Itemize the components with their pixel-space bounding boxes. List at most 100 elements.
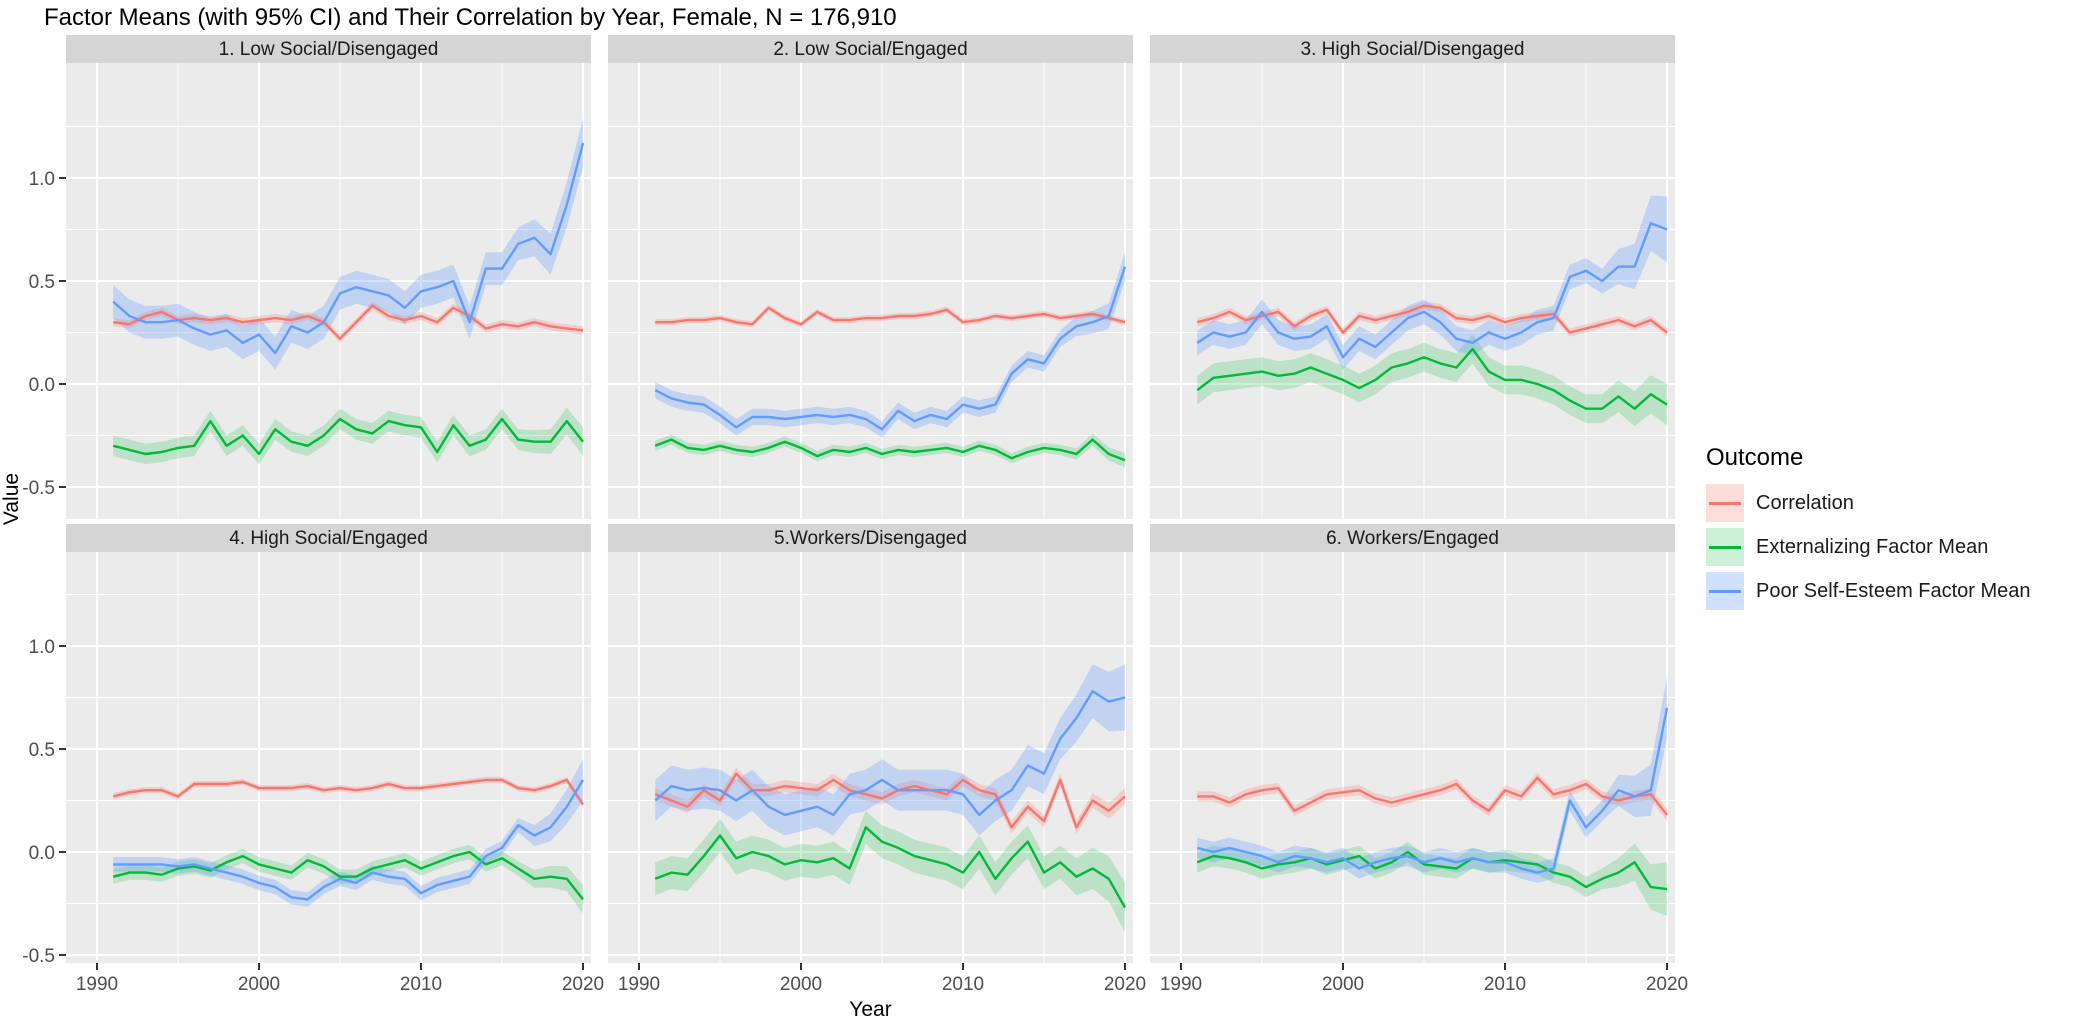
externalizing-line [1196, 850, 1668, 891]
correlation-line [655, 306, 1126, 326]
facet-strip-label: 4. High Social/Engaged [229, 528, 428, 549]
legend-title: Outcome [1706, 444, 1804, 471]
gridlines [66, 552, 591, 963]
facet-panel-2: 2. Low Social/Engaged [608, 35, 1133, 519]
externalizing-ci-ribbon [113, 844, 583, 914]
facet-panel-3: 3. High Social/Disengaged [1150, 35, 1675, 519]
legend-label: Correlation [1756, 491, 1854, 514]
x-tick-label: 2000 [780, 974, 822, 995]
x-tick-label: 1990 [1160, 974, 1202, 995]
poor-self-esteem-legend-key [1706, 572, 1744, 610]
poor-self-esteem-line [654, 266, 1127, 431]
panel-background [608, 552, 1133, 963]
y-axis-ticks: 1.0 0.5 0.0 -0.5 [22, 637, 66, 967]
facet-panel-1: 1. Low Social/Disengaged 1.0 0.5 0.0 -0.5 [22, 35, 591, 519]
externalizing-legend-key [1706, 528, 1744, 566]
externalizing-ci-ribbon [113, 407, 583, 465]
x-axis-title: Year [849, 998, 891, 1021]
legend-item-correlation: Correlation [1706, 484, 2031, 522]
gridlines [608, 552, 1133, 963]
gridlines [1150, 63, 1675, 519]
x-tick-label: 2010 [942, 974, 984, 995]
panel-series [112, 759, 585, 914]
legend: Outcome Correlation Externalizing Factor… [1706, 444, 2031, 616]
facet-strip [66, 524, 591, 552]
correlation-ci-ribbon [1197, 772, 1667, 822]
gridlines [1150, 552, 1675, 963]
externalizing-ci-ribbon [655, 810, 1125, 933]
x-tick-label: 2020 [1104, 974, 1146, 995]
legend-item-esteem: Poor Self-Esteem Factor Mean [1706, 572, 2031, 610]
correlation-ci-ribbon [1197, 301, 1667, 337]
poor-self-esteem-ci-ribbon [113, 118, 583, 370]
panel-series [1196, 195, 1668, 427]
poor-self-esteem-line [112, 142, 585, 355]
gridlines [66, 63, 591, 519]
externalizing-line [112, 417, 584, 456]
y-axis-title: Value [0, 473, 23, 525]
y-tick-label: 0.0 [29, 375, 55, 396]
correlation-line [112, 778, 585, 806]
externalizing-line [654, 826, 1127, 909]
facet-strip-label: 3. High Social/Disengaged [1301, 39, 1525, 60]
y-tick-label: -0.5 [22, 478, 55, 499]
legend-label: Externalizing Factor Mean [1756, 535, 1989, 558]
facet-strip [1150, 524, 1675, 552]
facet-strip [608, 524, 1133, 552]
poor-self-esteem-line [113, 779, 585, 901]
x-axis-ticks: 1990 2000 2010 2020 [1160, 963, 1688, 995]
panel-background [66, 552, 591, 963]
externalizing-ci-ribbon [655, 433, 1125, 468]
poor-self-esteem-line [654, 690, 1126, 817]
y-tick-label: 1.0 [29, 169, 55, 190]
x-tick-label: 2020 [1646, 974, 1688, 995]
y-tick-label: 0.0 [29, 843, 55, 864]
x-axis-ticks: 1990 2000 2010 2020 [618, 963, 1146, 995]
facet-strip [1150, 35, 1675, 63]
facet-strip-label: 1. Low Social/Disengaged [219, 39, 439, 60]
x-tick-label: 2020 [562, 974, 604, 995]
externalizing-line [654, 438, 1126, 462]
y-tick-label: 1.0 [29, 637, 55, 658]
externalizing-ci-ribbon [1197, 334, 1667, 427]
correlation-line [1196, 304, 1668, 334]
poor-self-esteem-ci-ribbon [1197, 195, 1667, 370]
facet-strip-label: 6. Workers/Engaged [1326, 528, 1499, 549]
x-tick-label: 2010 [1484, 974, 1526, 995]
y-axis-ticks: 1.0 0.5 0.0 -0.5 [22, 169, 66, 499]
legend-label: Poor Self-Esteem Factor Mean [1756, 579, 2031, 602]
externalizing-line [1196, 347, 1668, 410]
facet-strip-label: 2. Low Social/Engaged [773, 39, 967, 60]
panel-background [1150, 63, 1675, 519]
x-axis-ticks: 1990 2000 2010 2020 [76, 963, 604, 995]
y-tick-label: 0.5 [29, 740, 55, 761]
panel-series [1196, 676, 1669, 916]
gridlines [608, 63, 1133, 519]
chart-title: Factor Means (with 95% CI) and Their Cor… [44, 4, 897, 31]
correlation-line [1197, 776, 1668, 816]
poor-self-esteem-ci-ribbon [113, 759, 583, 907]
panel-background [66, 63, 591, 519]
y-tick-label: 0.5 [29, 272, 55, 293]
panel-background [1150, 552, 1675, 963]
y-tick-label: -0.5 [22, 946, 55, 967]
panel-series [654, 252, 1127, 468]
facet-strip [608, 35, 1133, 63]
poor-self-esteem-line [1196, 222, 1668, 359]
facet-panel-5: 5.Workers/Disengaged 1990 2000 2010 2020 [608, 524, 1146, 995]
x-tick-label: 2000 [1322, 974, 1364, 995]
panel-series [654, 664, 1127, 933]
externalizing-line [112, 850, 584, 901]
facet-panel-6: 6. Workers/Engaged 1990 2000 2010 2020 [1150, 524, 1688, 995]
facet-strip-label: 5.Workers/Disengaged [774, 528, 967, 549]
panel-background [608, 63, 1133, 519]
poor-self-esteem-line [1196, 707, 1669, 874]
panel-series [112, 118, 585, 465]
legend-item-externalizing: Externalizing Factor Mean [1706, 528, 2031, 566]
x-tick-label: 2010 [400, 974, 442, 995]
correlation-line [654, 772, 1126, 829]
x-tick-label: 1990 [618, 974, 660, 995]
correlation-line [113, 304, 584, 340]
